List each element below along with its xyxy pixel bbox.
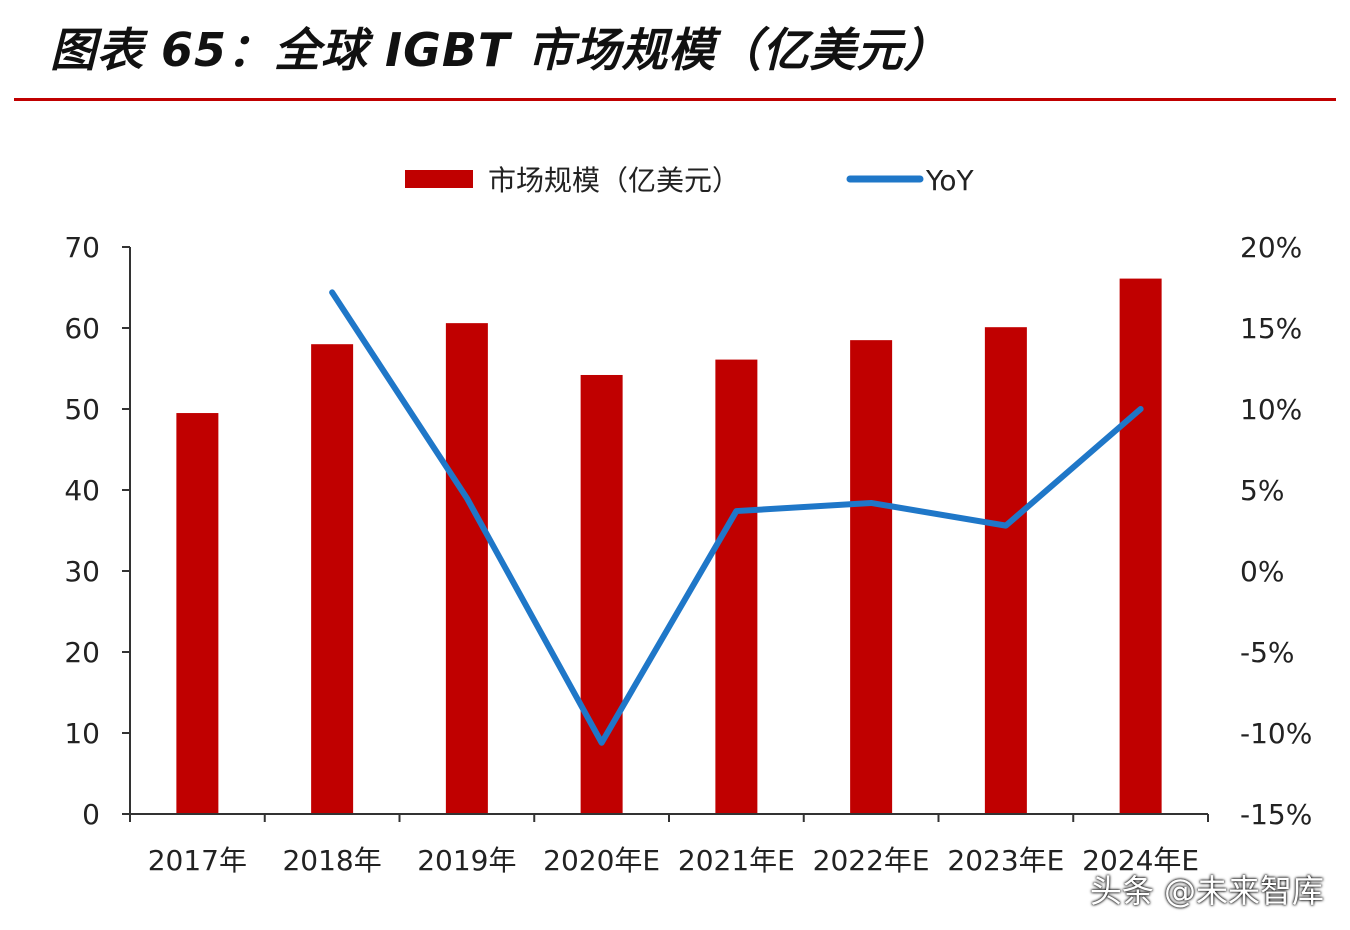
bar-2019年 <box>445 323 488 814</box>
y-left-tick-label: 70 <box>64 231 100 264</box>
y-left-tick-label: 40 <box>64 474 100 507</box>
x-tick-label: 2020年E <box>543 844 660 877</box>
page-title: 图表 65：全球 IGBT 市场规模（亿美元） <box>50 23 951 77</box>
x-tick-label: 2023年E <box>947 844 1064 877</box>
yoy-point <box>1003 523 1008 528</box>
x-tick-label: 2021年E <box>678 844 795 877</box>
y-right-tick-label: -10% <box>1240 717 1312 750</box>
bar-2023年E <box>984 327 1027 814</box>
legend-label-line: YoY <box>925 164 975 197</box>
yoy-point <box>464 496 469 501</box>
y-left-tick-label: 10 <box>64 717 100 750</box>
x-tick-label: 2018年 <box>282 844 381 877</box>
legend-label-bar: 市场规模（亿美元） <box>488 164 740 197</box>
bar-2024年E <box>1119 278 1162 815</box>
bar-2018年 <box>311 344 354 814</box>
y-right-tick-label: 20% <box>1240 231 1302 264</box>
x-tick-label: 2024年E <box>1082 844 1199 877</box>
yoy-point <box>1138 407 1143 411</box>
y-right-tick-label: 5% <box>1240 474 1284 507</box>
yoy-point <box>869 500 874 505</box>
x-tick-label: 2022年E <box>813 844 930 877</box>
yoy-series <box>329 289 1144 746</box>
y-right-tick-label: 0% <box>1240 555 1284 588</box>
y-left-tick-label: 20 <box>64 636 100 669</box>
legend: 市场规模（亿美元） YoY <box>405 164 975 197</box>
bar-2022年E <box>850 340 893 814</box>
watermark: 头条 @未来智库 <box>1089 872 1324 910</box>
bar-2020年E <box>580 374 623 814</box>
y-right-tick-label: 10% <box>1240 393 1302 426</box>
yoy-point <box>734 509 739 514</box>
yoy-point <box>330 290 335 295</box>
y-left-tick-label: 30 <box>64 555 100 588</box>
yoy-point <box>599 740 604 745</box>
bar-2017年 <box>176 413 219 814</box>
axes: 0 10 20 30 40 50 60 70 -15% -10% -5% 0% 5% 10% 15% 20% 2… <box>64 231 1312 877</box>
bar-2021年E <box>715 359 758 814</box>
x-tick-label: 2019年 <box>417 844 516 877</box>
title-divider <box>14 98 1336 101</box>
y-left-tick-label: 50 <box>64 393 100 426</box>
y-right-tick-label: 15% <box>1240 312 1302 345</box>
y-left-tick-label: 0 <box>82 798 100 831</box>
bar-series <box>176 278 1162 815</box>
y-left-tick-label: 60 <box>64 312 100 345</box>
y-right-tick-label: -15% <box>1240 798 1312 831</box>
y-right-tick-label: -5% <box>1240 636 1295 669</box>
legend-swatch-bar <box>405 170 473 188</box>
x-tick-label: 2017年 <box>148 844 247 877</box>
